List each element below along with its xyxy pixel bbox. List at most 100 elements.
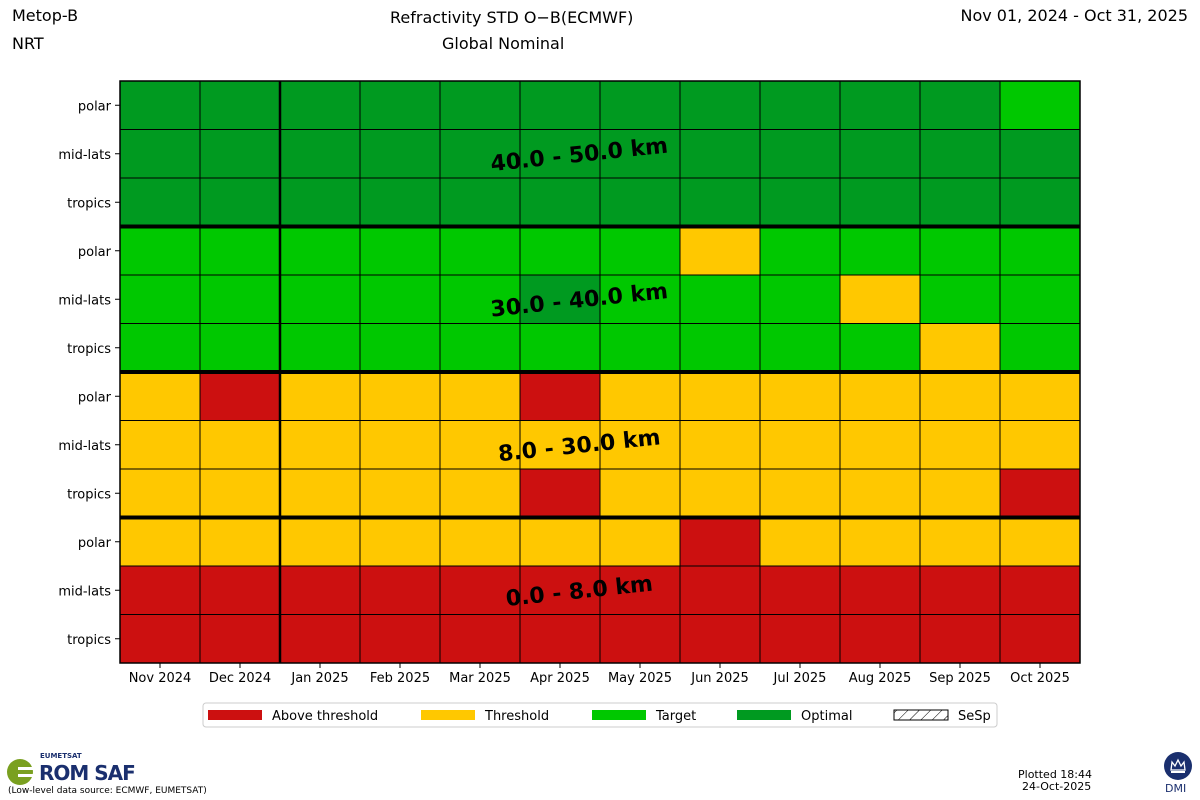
heatmap-cell bbox=[999, 420, 1081, 470]
heatmap-cell bbox=[359, 80, 441, 130]
column-label: Sep 2025 bbox=[929, 671, 991, 686]
heatmap-cell bbox=[119, 565, 201, 615]
heatmap-cell bbox=[599, 371, 681, 421]
row-label: polar bbox=[78, 390, 112, 405]
heatmap-cell bbox=[599, 420, 681, 470]
heatmap-cell bbox=[359, 274, 441, 324]
legend-swatch bbox=[592, 710, 646, 720]
heatmap-cell bbox=[999, 80, 1081, 130]
heatmap-cell bbox=[999, 468, 1081, 518]
heatmap-cell bbox=[279, 614, 361, 664]
heatmap-cell bbox=[279, 80, 361, 130]
heatmap-cell bbox=[119, 80, 201, 130]
heatmap-cell bbox=[839, 371, 921, 421]
heatmap-cell bbox=[679, 517, 761, 567]
heatmap-cell bbox=[199, 274, 281, 324]
romsaf-globe-icon bbox=[7, 759, 38, 785]
heatmap-cell bbox=[359, 371, 441, 421]
legend-label: Above threshold bbox=[272, 709, 378, 724]
heatmap-cell bbox=[519, 468, 601, 518]
heatmap-cell bbox=[359, 129, 441, 179]
heatmap-cell bbox=[199, 323, 281, 373]
heatmap-cell bbox=[119, 420, 201, 470]
date-range-label: Nov 01, 2024 - Oct 31, 2025 bbox=[960, 6, 1188, 25]
heatmap-cell bbox=[439, 226, 521, 276]
row-label: tropics bbox=[67, 633, 111, 648]
heatmap-cell bbox=[119, 226, 201, 276]
column-label: Jul 2025 bbox=[773, 671, 827, 686]
column-label: Nov 2024 bbox=[129, 671, 192, 686]
heatmap-cell bbox=[599, 468, 681, 518]
heatmap-cell bbox=[519, 129, 601, 179]
heatmap-cell bbox=[439, 80, 521, 130]
heatmap-cell bbox=[439, 565, 521, 615]
mode-label: NRT bbox=[12, 34, 44, 53]
heatmap-cell bbox=[599, 226, 681, 276]
heatmap-cell bbox=[119, 517, 201, 567]
chart-title-line1: Refractivity STD O−B(ECMWF) bbox=[390, 8, 634, 27]
heatmap-cell bbox=[119, 129, 201, 179]
heatmap-cell bbox=[679, 565, 761, 615]
row-label: polar bbox=[78, 536, 112, 551]
heatmap-cell bbox=[759, 129, 841, 179]
heatmap-cell bbox=[439, 274, 521, 324]
column-label: Aug 2025 bbox=[849, 671, 912, 686]
heatmap-cell bbox=[519, 614, 601, 664]
row-label: tropics bbox=[67, 487, 111, 502]
heatmap-cell bbox=[679, 129, 761, 179]
heatmap-cell bbox=[439, 177, 521, 227]
heatmap-cell bbox=[839, 517, 921, 567]
heatmap-cell bbox=[199, 80, 281, 130]
heatmap-cell bbox=[839, 565, 921, 615]
heatmap-cell bbox=[759, 323, 841, 373]
heatmap-cell bbox=[119, 468, 201, 518]
heatmap-cell bbox=[919, 177, 1001, 227]
heatmap-cell bbox=[119, 323, 201, 373]
heatmap-cell bbox=[839, 468, 921, 518]
heatmap-cell bbox=[919, 517, 1001, 567]
heatmap-cell bbox=[279, 468, 361, 518]
heatmap-cell bbox=[759, 274, 841, 324]
heatmap-cell bbox=[999, 371, 1081, 421]
heatmap-cell bbox=[199, 420, 281, 470]
legend-label: Optimal bbox=[801, 709, 852, 724]
heatmap-cell bbox=[439, 371, 521, 421]
heatmap-cell bbox=[359, 565, 441, 615]
plot-frame bbox=[119, 80, 1081, 664]
row-label: mid-lats bbox=[58, 293, 111, 308]
heatmap-cell bbox=[919, 420, 1001, 470]
eumetsat-label: EUMETSAT bbox=[40, 752, 82, 760]
heatmap-cell bbox=[679, 420, 761, 470]
heatmap-cell bbox=[519, 80, 601, 130]
heatmap-cell bbox=[999, 614, 1081, 664]
legend-swatch bbox=[737, 710, 791, 720]
legend-label: SeSp bbox=[958, 709, 991, 724]
heatmap-cell bbox=[759, 565, 841, 615]
heatmap-cell bbox=[999, 323, 1081, 373]
heatmap-cell bbox=[759, 614, 841, 664]
column-label: Apr 2025 bbox=[530, 671, 590, 686]
heatmap-cell bbox=[519, 177, 601, 227]
legend-swatch bbox=[421, 710, 475, 720]
heatmap-cell bbox=[519, 274, 601, 324]
dmi-crown-icon bbox=[1164, 752, 1192, 780]
heatmap-cell bbox=[519, 517, 601, 567]
heatmap-cell bbox=[599, 177, 681, 227]
heatmap-cell bbox=[759, 371, 841, 421]
heatmap-cell bbox=[119, 614, 201, 664]
heatmap-cell bbox=[999, 177, 1081, 227]
heatmap-cell bbox=[919, 468, 1001, 518]
heatmap-cell bbox=[679, 177, 761, 227]
heatmap-cell bbox=[199, 371, 281, 421]
heatmap-cell bbox=[359, 420, 441, 470]
heatmap-cell bbox=[199, 614, 281, 664]
heatmap-cell bbox=[599, 323, 681, 373]
heatmap-cell bbox=[359, 177, 441, 227]
heatmap-cell bbox=[679, 80, 761, 130]
heatmap-cell bbox=[359, 517, 441, 567]
heatmap-cell bbox=[919, 274, 1001, 324]
heatmap-cell bbox=[199, 129, 281, 179]
data-source-note: (Low-level data source: ECMWF, EUMETSAT) bbox=[8, 786, 207, 796]
heatmap-cell bbox=[279, 323, 361, 373]
heatmap-cell bbox=[199, 468, 281, 518]
